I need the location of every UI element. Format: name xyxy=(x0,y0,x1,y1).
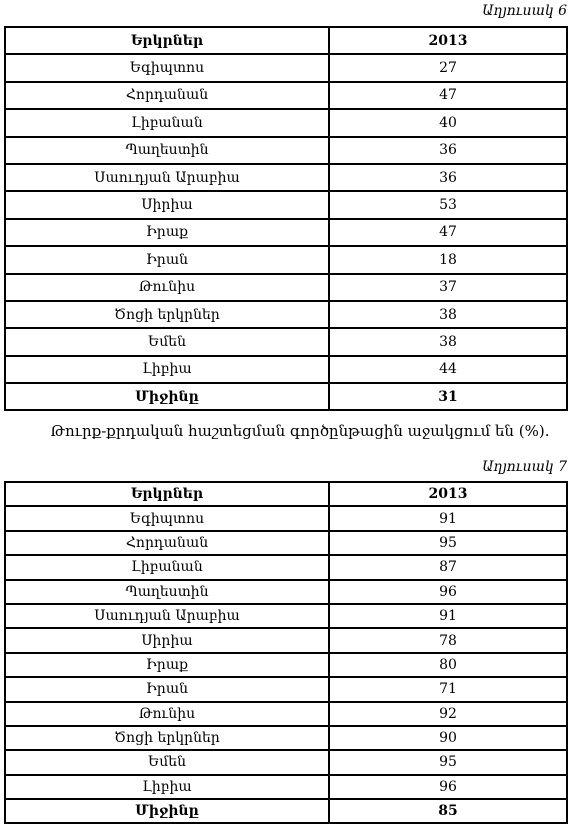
table-cell: 85 xyxy=(328,798,568,825)
table-cell: 92 xyxy=(328,700,568,727)
table-row: Սիրիա 78 xyxy=(4,627,568,654)
table-cell: Լիբանան xyxy=(4,108,330,138)
table-row: Պաղեստին 36 xyxy=(4,135,568,165)
table-cell: 36 xyxy=(328,135,568,165)
table-cell: Իրան xyxy=(4,245,330,275)
table-cell: 2013 xyxy=(328,25,568,56)
table-cell: 44 xyxy=(328,354,568,385)
table-row: Եմեն 95 xyxy=(4,749,568,776)
table-row: Հորդանան 47 xyxy=(4,80,568,111)
table-row: Իրան 71 xyxy=(4,676,568,703)
table-row: Պաղեստին 96 xyxy=(4,578,568,605)
table-row: Սաուդյան Արաբիա 91 xyxy=(4,602,568,630)
table-cell: 95 xyxy=(328,529,568,557)
table-row: Թունիս 92 xyxy=(4,700,568,727)
table-row: Իրան 18 xyxy=(4,245,568,275)
table-cell: 87 xyxy=(328,554,568,581)
table-cell: 53 xyxy=(328,190,568,220)
table-row: Եգիպտոս 91 xyxy=(4,505,568,532)
table-cell: 38 xyxy=(328,327,568,357)
table-cell: 80 xyxy=(328,651,568,679)
table-row: Երկրներ 2013 xyxy=(4,480,568,508)
table-row: Իրաք 80 xyxy=(4,651,568,679)
table-cell: Իրան xyxy=(4,676,330,703)
table-cell: 96 xyxy=(328,773,568,801)
table: Երկրներ 2013 Եգիպտոս 91 Հորդանան 95 Լիբանան 87 Պ… xyxy=(4,480,568,825)
table-cell: 90 xyxy=(328,724,568,752)
table-cell: Սիրիա xyxy=(4,190,330,220)
table-cell: 96 xyxy=(328,578,568,605)
table-cell: 71 xyxy=(328,676,568,703)
table-cell: Միջինը xyxy=(4,382,330,412)
table-cell: 40 xyxy=(328,108,568,138)
table-cell: 78 xyxy=(328,627,568,654)
table-cell: Եգիպտոս xyxy=(4,53,330,83)
table-row: Լիբանան 40 xyxy=(4,108,568,138)
table-cell: Իրաք xyxy=(4,651,330,679)
table-cell: Եգիպտոս xyxy=(4,505,330,532)
table-cell: Թունիս xyxy=(4,272,330,302)
table: Երկրներ 2013 Եգիպտոս 27 Հորդանան 47 Լիբանան 40 Պ… xyxy=(4,25,568,412)
note: Թուրք-քրդական հաշտեցման գործընթացին աջակ… xyxy=(50,422,550,440)
table-cell: Պաղեստին xyxy=(4,578,330,605)
table-cell: Թունիս xyxy=(4,700,330,727)
table-cell: 91 xyxy=(328,602,568,630)
table-row: Միջինը 85 xyxy=(4,798,568,825)
table-cell: Պաղեստին xyxy=(4,135,330,165)
table-cell: 36 xyxy=(328,162,568,193)
table-cell: 91 xyxy=(328,505,568,532)
table-cell: 47 xyxy=(328,217,568,248)
table-cell: Երկրներ xyxy=(4,25,330,56)
table-cell: Միջինը xyxy=(4,798,330,825)
table-row: Թունիս 37 xyxy=(4,272,568,302)
table-row: Իրաք 47 xyxy=(4,217,568,248)
table-cell: Ծոցի երկրներ xyxy=(4,299,330,330)
table-cell: Եմեն xyxy=(4,327,330,357)
table-cell: 31 xyxy=(328,382,568,412)
table-cell: 18 xyxy=(328,245,568,275)
table-cell: 37 xyxy=(328,272,568,302)
table-row: Լիբիա 44 xyxy=(4,354,568,385)
table-cell: Հորդանան xyxy=(4,529,330,557)
table-row: Միջինը 31 xyxy=(4,382,568,412)
table-row: Լիբիա 96 xyxy=(4,773,568,801)
table-cell: Սաուդյան Արաբիա xyxy=(4,162,330,193)
table-row: Սաուդյան Արաբիա 36 xyxy=(4,162,568,193)
table-row: Լիբանան 87 xyxy=(4,554,568,581)
table-cell: Իրաք xyxy=(4,217,330,248)
table-cell: 47 xyxy=(328,80,568,111)
table-row: Ծոցի երկրներ 38 xyxy=(4,299,568,330)
table-cell: Հորդանան xyxy=(4,80,330,111)
caption: Աղյուսակ 6 xyxy=(482,3,567,19)
table-cell: 38 xyxy=(328,299,568,330)
table-row: Եմեն 38 xyxy=(4,327,568,357)
table-cell: Ծոցի երկրներ xyxy=(4,724,330,752)
table-row: Հորդանան 95 xyxy=(4,529,568,557)
table-cell: Լիբիա xyxy=(4,773,330,801)
table-cell: Լիբիա xyxy=(4,354,330,385)
table-cell: Երկրներ xyxy=(4,480,330,508)
table-cell: 27 xyxy=(328,53,568,83)
table-row: Երկրներ 2013 xyxy=(4,25,568,56)
table-row: Եգիպտոս 27 xyxy=(4,53,568,83)
table-cell: Սիրիա xyxy=(4,627,330,654)
table-cell: 2013 xyxy=(328,480,568,508)
table-cell: 95 xyxy=(328,749,568,776)
table-cell: Սաուդյան Արաբիա xyxy=(4,602,330,630)
table-cell: Եմեն xyxy=(4,749,330,776)
caption: Աղյուսակ 7 xyxy=(482,459,567,475)
table-row: Ծոցի երկրներ 90 xyxy=(4,724,568,752)
table-cell: Լիբանան xyxy=(4,554,330,581)
table-row: Սիրիա 53 xyxy=(4,190,568,220)
